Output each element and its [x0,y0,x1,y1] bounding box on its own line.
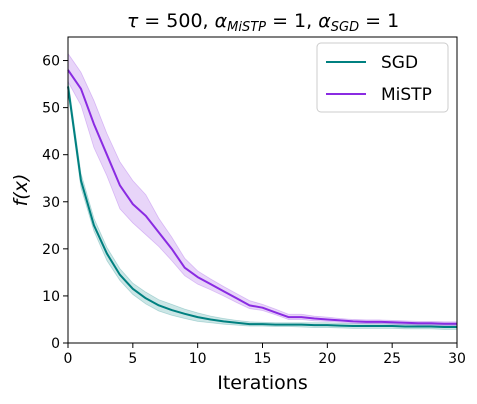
x-tick-label: 20 [318,351,336,367]
title-alpha-sgd-subscript: SGD [331,20,359,35]
x-tick-label: 25 [383,351,401,367]
legend-mistp-label: MiSTP [381,85,432,105]
plot-frame [67,36,458,344]
series-line-sgd [67,86,457,328]
y-axis-label: f(x) [10,174,32,207]
series-line-mistp [67,69,457,325]
y-tick-label: 60 [42,54,60,70]
legend-sgd-label: SGD [381,53,418,73]
legend: SGD MiSTP [316,42,449,113]
y-tick-label: 40 [42,148,60,164]
y-tick-label: 50 [42,101,60,117]
y-tick-label: 30 [42,195,60,211]
x-axis-label: Iterations [217,372,308,394]
title-tau-value: 500 [166,10,202,32]
y-tick-label: 10 [42,289,60,305]
x-tick-label: 5 [128,351,137,367]
title-alpha-sgd-value: 1 [387,10,399,32]
x-tick-label: 15 [254,351,272,367]
y-tick-label: 0 [51,336,60,352]
series-lines [67,69,457,328]
title-alpha-mistp-subscript: MiSTP [227,20,266,35]
axis-ticks: 0 5 10 15 20 25 30 0 10 20 30 40 50 60 [42,54,466,367]
chart-title: τ = 500, αMiSTP = 1, αSGD = 1 [127,10,399,35]
y-tick-label: 20 [42,242,60,258]
title-alpha-mistp-value: 1 [294,10,306,32]
x-tick-label: 30 [448,351,466,367]
x-tick-label: 0 [64,351,73,367]
x-tick-label: 10 [189,351,207,367]
